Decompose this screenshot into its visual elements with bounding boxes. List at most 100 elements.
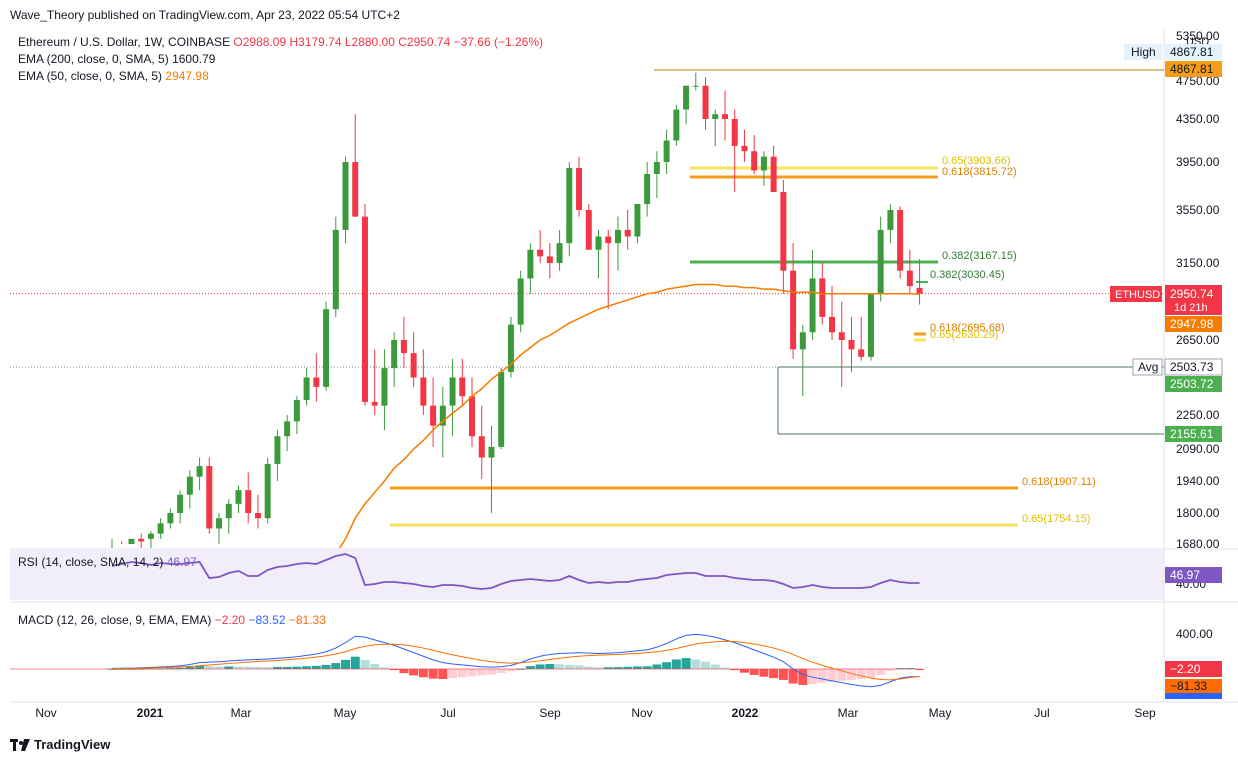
candle-body — [566, 168, 573, 244]
candle-body — [692, 85, 699, 87]
time-tick-label: Sep — [539, 706, 561, 720]
macd-histogram-bar — [710, 664, 720, 669]
high-axis-value: 4867.81 — [1170, 45, 1214, 59]
macd-histogram-bar — [214, 666, 224, 669]
candle-body — [585, 210, 592, 250]
macd-histogram-bar — [798, 669, 808, 685]
candle-body — [138, 538, 145, 542]
fib-level-label: 0.382(3167.15) — [942, 250, 1017, 262]
macd-histogram-bar — [370, 663, 380, 669]
candle-body — [799, 332, 806, 350]
macd-histogram-bar — [399, 669, 409, 674]
macd-hist-badge-bg — [1165, 661, 1222, 677]
candle-body — [361, 216, 368, 402]
macd-histogram-bar — [788, 669, 798, 684]
candle-body — [430, 405, 437, 426]
candle-body — [595, 236, 602, 250]
candle-body — [449, 377, 456, 406]
rsi-badge: 46.97 — [1170, 568, 1200, 582]
macd-histogram-bar — [331, 663, 341, 669]
macd-histogram-bar — [195, 665, 205, 669]
candle-body — [673, 109, 680, 141]
macd-histogram-bar — [525, 666, 535, 669]
tradingview-footer[interactable]: TradingView — [10, 737, 110, 752]
candle-body — [741, 145, 748, 152]
candle-body — [216, 518, 223, 529]
candle-body — [614, 229, 621, 244]
macd-histogram-bar — [379, 667, 389, 669]
avg-badge-bg — [1165, 376, 1222, 392]
macd-histogram-bar — [311, 665, 321, 669]
macd-histogram-bar — [885, 669, 895, 671]
candle-body — [147, 533, 154, 539]
macd-histogram-bar — [662, 662, 672, 669]
macd-histogram-bar — [224, 666, 234, 669]
rsi-value: 46.97 — [166, 555, 197, 569]
macd-histogram-bar — [506, 669, 516, 672]
time-tick-label: May — [929, 706, 952, 720]
tradingview-logo-icon — [10, 738, 30, 751]
price-tick-label: 4750.00 — [1176, 74, 1220, 88]
macd-histogram-bar — [769, 669, 779, 679]
candle-body — [157, 523, 164, 534]
macd-histogram-bar — [448, 669, 458, 679]
macd-histogram-bar — [360, 659, 370, 669]
macd-histogram-bar — [837, 669, 847, 681]
macd-histogram-bar — [253, 666, 263, 669]
ema-price-badge-bg — [1165, 316, 1222, 332]
candle-body — [313, 377, 320, 387]
fib-level-label: 0.618(2695.68) — [930, 322, 1005, 334]
macd-value-hist: −2.20 — [214, 613, 246, 627]
candle-body — [206, 466, 213, 529]
macd-histogram-bar — [428, 669, 438, 679]
candle-body — [371, 401, 378, 406]
candle-body — [770, 156, 777, 192]
macd-histogram-bar — [720, 667, 730, 669]
high-label-bg — [1124, 44, 1162, 60]
ema200-label: EMA (200, close, 0, SMA, 5) — [18, 52, 169, 66]
ema-price-badge: 2947.98 — [1170, 317, 1214, 331]
candle-body — [644, 174, 651, 204]
macd-histogram-bar — [467, 669, 477, 677]
macd-label: MACD (12, 26, close, 9, EMA, EMA) — [18, 613, 212, 627]
candle-body — [897, 210, 904, 271]
candle-body — [517, 278, 524, 325]
time-tick-label: Mar — [838, 706, 859, 720]
time-tick-label: Mar — [231, 706, 252, 720]
price-tick-label: 4350.00 — [1176, 112, 1220, 126]
avg-axis-value: 2503.73 — [1170, 360, 1214, 374]
time-tick-label: Nov — [631, 706, 652, 720]
fib-level-label: 0.65(1754.15) — [1022, 513, 1091, 525]
symbol-name: Ethereum / U.S. Dollar, 1W, COINBASE — [18, 35, 231, 49]
time-tick-label: May — [334, 706, 357, 720]
price-tick-label: 3550.00 — [1176, 203, 1220, 217]
time-tick-label: Jul — [440, 706, 455, 720]
avg-axis-bg — [1164, 358, 1223, 376]
macd-histogram-bar — [574, 665, 584, 669]
ema50-line — [338, 283, 920, 548]
candle-body — [498, 371, 505, 447]
ema50-label: EMA (50, close, 0, SMA, 5) — [18, 69, 163, 83]
candle-body — [507, 324, 514, 372]
candle-body — [858, 349, 865, 357]
rsi-badge-bg — [1165, 567, 1222, 583]
candle-body — [274, 436, 281, 464]
main-plot-group: 0.65(3903.66)0.618(3815.72) 0.382(3167.15… — [10, 69, 1164, 548]
candle-body — [323, 309, 330, 387]
candle-body — [235, 490, 242, 504]
macd-histogram-bar — [642, 666, 652, 669]
macd-histogram-bar — [545, 663, 555, 669]
price-tick-label: 3950.00 — [1176, 155, 1220, 169]
high-axis-bg — [1165, 44, 1222, 60]
macd-line-badge — [1165, 693, 1222, 699]
price-tick-label: 2650.00 — [1176, 333, 1220, 347]
candle-body — [128, 538, 135, 544]
macd-value-line: −83.52 — [248, 613, 286, 627]
macd-histogram-bar — [341, 659, 351, 669]
high-label: High — [1131, 45, 1156, 59]
last-price-badge-bg — [1165, 285, 1222, 315]
candle-body — [712, 114, 719, 119]
time-tick-label: Sep — [1134, 706, 1156, 720]
main-pane — [10, 28, 1164, 548]
